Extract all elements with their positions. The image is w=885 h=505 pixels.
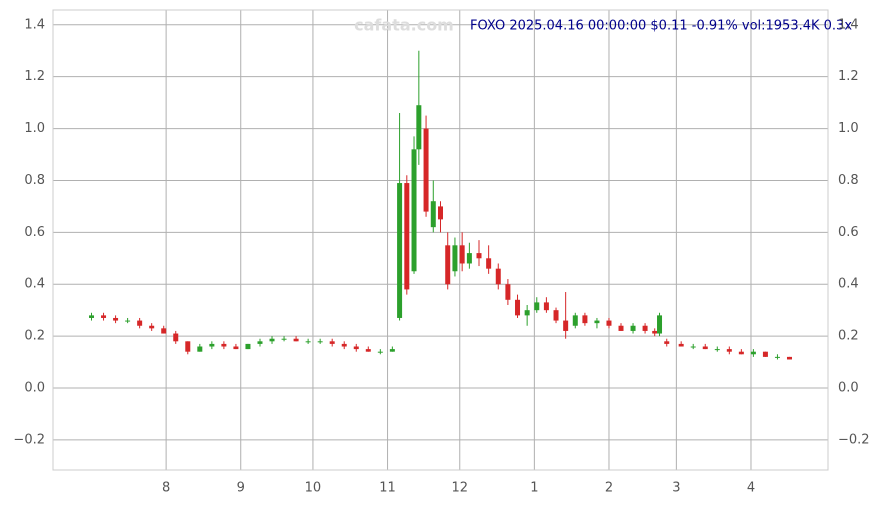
candle-body bbox=[404, 183, 410, 290]
y-tick-label-right: 1.0 bbox=[838, 121, 859, 136]
candle-body bbox=[125, 320, 131, 322]
candle-body bbox=[149, 325, 155, 329]
candle-body bbox=[524, 310, 530, 316]
candle-body bbox=[281, 338, 287, 340]
candle-body bbox=[137, 320, 143, 326]
candle-body bbox=[738, 351, 744, 355]
y-tick-label-right: 0.6 bbox=[838, 225, 859, 240]
candle-body bbox=[257, 341, 263, 344]
candle-body bbox=[452, 245, 458, 272]
x-tick-label: 9 bbox=[237, 481, 245, 496]
candle-body bbox=[293, 338, 299, 342]
candle-body bbox=[438, 206, 443, 220]
x-tick-label: 1 bbox=[530, 481, 538, 496]
y-tick-label: 0.0 bbox=[24, 381, 45, 396]
candle-body bbox=[618, 325, 624, 331]
y-tick-label-right: 0.4 bbox=[838, 277, 859, 292]
candle-body bbox=[269, 338, 275, 342]
y-tick-label: 1.0 bbox=[24, 121, 45, 136]
candle-body bbox=[101, 315, 107, 318]
candle-body bbox=[553, 310, 559, 321]
y-tick-label: −0.2 bbox=[13, 432, 45, 447]
y-tick-label: 1.4 bbox=[24, 17, 45, 32]
candle-body bbox=[762, 351, 768, 357]
y-tick-label: 0.6 bbox=[24, 225, 45, 240]
y-tick-label-right: 0.0 bbox=[838, 381, 859, 396]
y-tick-label-right: 1.4 bbox=[838, 17, 859, 32]
candle-body bbox=[786, 356, 792, 360]
candle-body bbox=[582, 315, 588, 324]
candle-body bbox=[305, 341, 311, 343]
candle-body bbox=[423, 128, 429, 212]
x-tick-label: 11 bbox=[379, 481, 396, 496]
candle-body bbox=[657, 315, 663, 334]
candle-body bbox=[642, 325, 648, 331]
y-tick-label: 1.2 bbox=[24, 69, 45, 84]
candle-body bbox=[459, 245, 465, 264]
candle-body bbox=[543, 302, 549, 311]
candle-body bbox=[445, 245, 451, 285]
candle-body bbox=[365, 349, 371, 352]
y-tick-label-right: 0.8 bbox=[838, 173, 859, 188]
candle-body bbox=[197, 346, 203, 352]
watermark: cafata.com bbox=[354, 16, 454, 35]
candle-body bbox=[185, 341, 191, 352]
candle-body bbox=[353, 346, 359, 350]
y-tick-label-right: −0.2 bbox=[838, 432, 870, 447]
x-tick-label: 12 bbox=[451, 481, 468, 496]
candle-body bbox=[416, 105, 422, 150]
candle-body bbox=[664, 341, 670, 344]
candle-body bbox=[221, 343, 227, 347]
y-tick-label-right: 1.2 bbox=[838, 69, 859, 84]
candle-body bbox=[476, 253, 482, 259]
candle-body bbox=[750, 351, 756, 355]
candle-body bbox=[113, 317, 119, 321]
candle-body bbox=[534, 302, 540, 311]
candle-body bbox=[329, 341, 335, 344]
candle-body bbox=[652, 330, 658, 334]
candle-body bbox=[486, 258, 492, 269]
candle-body bbox=[690, 346, 696, 348]
candle-body bbox=[173, 333, 179, 342]
x-tick-label: 3 bbox=[672, 481, 680, 496]
plot-frame bbox=[52, 9, 829, 471]
candle-body bbox=[466, 253, 472, 264]
candle-body bbox=[702, 346, 708, 350]
candle-body bbox=[505, 284, 511, 300]
candle-body bbox=[630, 325, 636, 331]
candle-body bbox=[397, 183, 403, 318]
candle-body bbox=[714, 349, 720, 351]
candle-body bbox=[726, 349, 732, 352]
candle-body bbox=[572, 315, 578, 326]
candle-body bbox=[678, 343, 684, 347]
chart-title: FOXO 2025.04.16 00:00:00 $0.11 -0.91% vo… bbox=[470, 19, 852, 34]
x-tick-label: 8 bbox=[162, 481, 170, 496]
x-tick-label: 10 bbox=[305, 481, 322, 496]
candle-body bbox=[563, 320, 569, 331]
candle-body bbox=[377, 351, 383, 353]
candle-body bbox=[233, 346, 239, 350]
candle-body bbox=[161, 328, 167, 334]
candle-body bbox=[317, 341, 323, 343]
candle-body bbox=[389, 349, 395, 352]
candle-body bbox=[89, 315, 95, 318]
candle-body bbox=[209, 343, 215, 347]
y-tick-label: 0.2 bbox=[24, 329, 45, 344]
y-tick-label: 0.4 bbox=[24, 277, 45, 292]
candle-body bbox=[594, 320, 600, 324]
x-tick-label: 2 bbox=[605, 481, 613, 496]
candle-body bbox=[245, 343, 251, 350]
y-tick-label-right: 0.2 bbox=[838, 329, 859, 344]
y-tick-label: 0.8 bbox=[24, 173, 45, 188]
x-tick-label: 4 bbox=[747, 481, 755, 496]
candle-body bbox=[515, 299, 521, 316]
candle-body bbox=[411, 149, 417, 272]
candle-body bbox=[606, 320, 612, 326]
candle-body bbox=[341, 343, 347, 347]
candle-body bbox=[430, 201, 436, 228]
candle-body bbox=[774, 356, 780, 358]
candle-body bbox=[495, 268, 501, 285]
